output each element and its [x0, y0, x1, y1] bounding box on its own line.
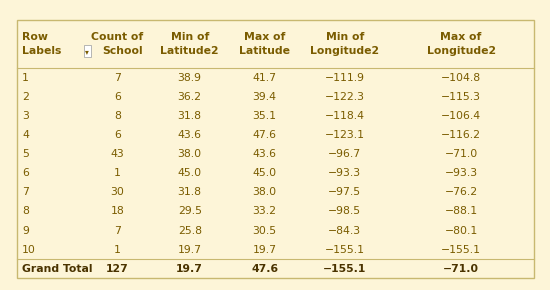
Text: −155.1: −155.1 [441, 245, 481, 255]
Text: −104.8: −104.8 [441, 72, 481, 83]
Text: 7: 7 [114, 72, 121, 83]
Text: 19.7: 19.7 [252, 245, 277, 255]
Text: Longitude2: Longitude2 [427, 46, 496, 57]
Text: 10: 10 [22, 245, 36, 255]
Text: 38.9: 38.9 [178, 72, 202, 83]
Text: 38.0: 38.0 [178, 149, 202, 159]
Text: −76.2: −76.2 [444, 187, 478, 197]
Text: 43.6: 43.6 [178, 130, 202, 140]
Text: 31.8: 31.8 [178, 187, 202, 197]
Text: −155.1: −155.1 [325, 245, 365, 255]
Text: 33.2: 33.2 [252, 206, 277, 216]
Text: Latitude: Latitude [239, 46, 290, 57]
Text: Longitude2: Longitude2 [310, 46, 380, 57]
Text: 9: 9 [22, 226, 29, 235]
Text: School: School [102, 46, 143, 57]
Text: 36.2: 36.2 [178, 92, 202, 102]
Text: 43.6: 43.6 [252, 149, 277, 159]
Text: −116.2: −116.2 [441, 130, 481, 140]
Text: 39.4: 39.4 [252, 92, 277, 102]
Text: Labels: Labels [22, 46, 62, 57]
Text: −111.9: −111.9 [325, 72, 365, 83]
Text: −155.1: −155.1 [323, 264, 366, 274]
Text: 45.0: 45.0 [178, 168, 202, 178]
Text: 47.6: 47.6 [251, 264, 278, 274]
Text: −118.4: −118.4 [325, 111, 365, 121]
Text: 30.5: 30.5 [252, 226, 277, 235]
Text: 5: 5 [22, 149, 29, 159]
Text: −98.5: −98.5 [328, 206, 361, 216]
Text: 8: 8 [22, 206, 29, 216]
Text: 1: 1 [114, 245, 121, 255]
Text: 3: 3 [22, 111, 29, 121]
Text: 6: 6 [22, 168, 29, 178]
Text: 25.8: 25.8 [178, 226, 202, 235]
Text: 1: 1 [22, 72, 29, 83]
Text: −97.5: −97.5 [328, 187, 361, 197]
Text: 127: 127 [106, 264, 129, 274]
Text: Grand Total: Grand Total [22, 264, 92, 274]
Text: 19.7: 19.7 [176, 264, 203, 274]
Text: Max of: Max of [244, 32, 285, 42]
Text: 7: 7 [22, 187, 29, 197]
Text: ▾: ▾ [85, 47, 89, 56]
Text: Min of: Min of [170, 32, 209, 42]
Text: −96.7: −96.7 [328, 149, 361, 159]
Text: Max of: Max of [441, 32, 482, 42]
Text: 1: 1 [114, 168, 121, 178]
Text: −93.3: −93.3 [328, 168, 361, 178]
Text: 41.7: 41.7 [252, 72, 277, 83]
Text: 6: 6 [114, 92, 121, 102]
Text: 29.5: 29.5 [178, 206, 202, 216]
Text: −123.1: −123.1 [325, 130, 365, 140]
Text: 18: 18 [111, 206, 124, 216]
Text: 7: 7 [114, 226, 121, 235]
Text: −93.3: −93.3 [444, 168, 478, 178]
Text: 6: 6 [114, 130, 121, 140]
Text: −115.3: −115.3 [441, 92, 481, 102]
Text: 19.7: 19.7 [178, 245, 202, 255]
Text: −71.0: −71.0 [443, 264, 479, 274]
Text: Min of: Min of [326, 32, 364, 42]
Text: 35.1: 35.1 [252, 111, 277, 121]
Text: −71.0: −71.0 [444, 149, 478, 159]
Text: 30: 30 [111, 187, 124, 197]
Text: 2: 2 [22, 92, 29, 102]
Text: 8: 8 [114, 111, 121, 121]
Text: −122.3: −122.3 [325, 92, 365, 102]
Text: Row: Row [22, 32, 48, 42]
Text: −84.3: −84.3 [328, 226, 361, 235]
Text: 45.0: 45.0 [252, 168, 277, 178]
Bar [16, 20, 534, 278]
Text: −88.1: −88.1 [444, 206, 478, 216]
Text: −106.4: −106.4 [441, 111, 481, 121]
Text: 47.6: 47.6 [252, 130, 277, 140]
Text: Count of: Count of [91, 32, 144, 42]
Text: 31.8: 31.8 [178, 111, 202, 121]
Text: Latitude2: Latitude2 [161, 46, 219, 57]
Text: 4: 4 [22, 130, 29, 140]
Text: −80.1: −80.1 [444, 226, 478, 235]
Text: 43: 43 [111, 149, 124, 159]
Text: 38.0: 38.0 [252, 187, 277, 197]
